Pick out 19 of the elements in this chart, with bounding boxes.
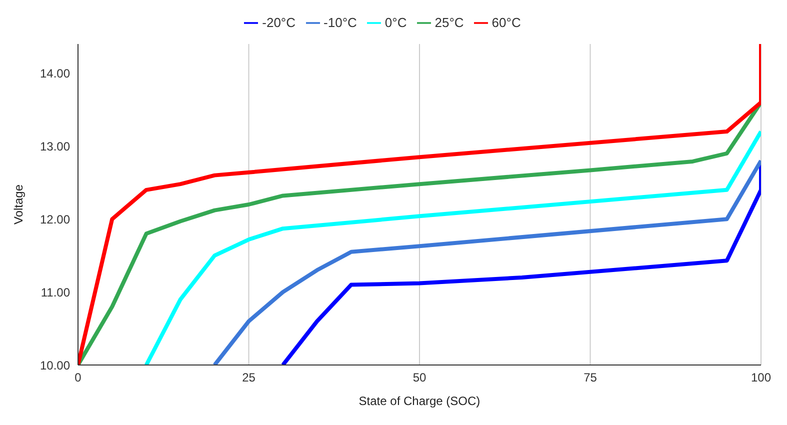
x-tick-label: 0 (74, 370, 82, 385)
x-tick-label: 50 (412, 370, 426, 385)
legend-label: 0°C (384, 15, 407, 30)
x-tick-label: 25 (242, 370, 256, 385)
legend-label: -20°C (262, 15, 296, 30)
y-tick-label: 11.00 (40, 285, 70, 300)
legend-label: -10°C (324, 15, 357, 30)
line-series (78, 44, 761, 365)
y-tick-label: 14.00 (40, 66, 70, 80)
line-series (144, 130, 761, 365)
legend-label: 25°C (434, 15, 464, 30)
y-tick-label: 12.00 (40, 212, 70, 226)
y-axis-title: Voltage (11, 184, 26, 225)
x-tick-label: 75 (584, 370, 598, 385)
x-axis-title: State of Charge (SOC) (358, 394, 480, 408)
x-tick-label: 100 (750, 370, 772, 385)
y-tick-label: 10.00 (40, 358, 70, 372)
y-tick-label: 13.00 (40, 139, 70, 154)
legend-label: 60°C (492, 15, 521, 30)
